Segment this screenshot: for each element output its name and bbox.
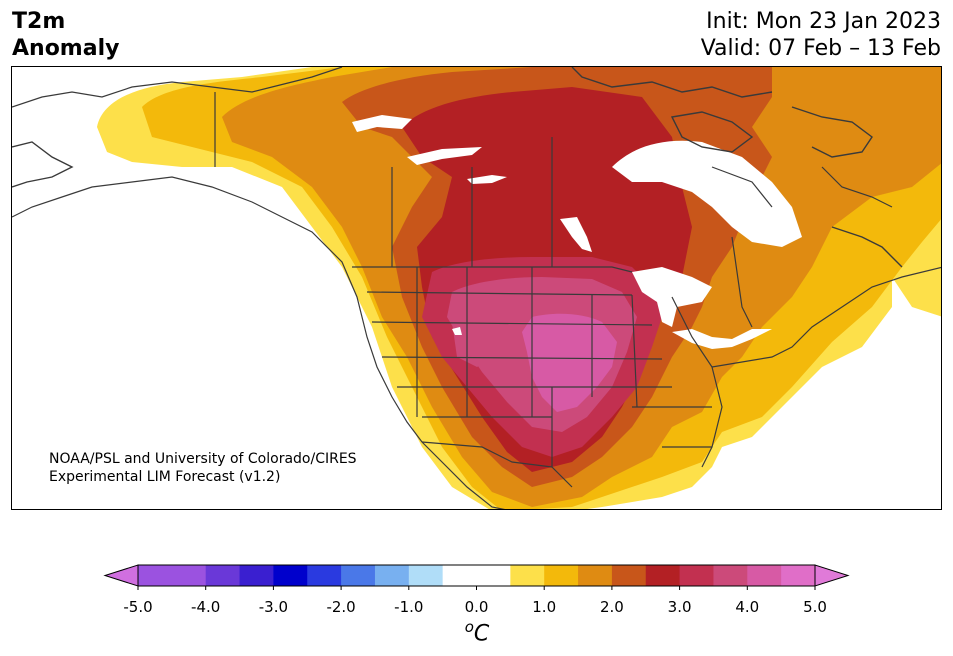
title-left: T2m Anomaly bbox=[12, 8, 119, 62]
hudson-bay bbox=[612, 140, 802, 247]
great-slave-lake bbox=[407, 147, 482, 165]
colorbar-tick-label: 0.0 bbox=[464, 598, 489, 616]
credit-line2: Experimental LIM Forecast (v1.2) bbox=[49, 469, 281, 485]
anomaly-map bbox=[12, 67, 941, 509]
colorbar-bin-5 bbox=[307, 565, 342, 586]
map-panel bbox=[11, 66, 942, 510]
colorbar-tick-label: -5.0 bbox=[123, 598, 153, 616]
colorbar-bin-2 bbox=[205, 565, 241, 586]
colorbar-bin-9 bbox=[442, 565, 511, 586]
colorbar-bin-13 bbox=[611, 565, 647, 586]
colorbar-bin-3 bbox=[239, 565, 274, 586]
colorbar-tick-label: -3.0 bbox=[258, 598, 289, 616]
contour-3-5-west bbox=[452, 317, 502, 367]
great-salt-lake bbox=[452, 327, 462, 335]
colorbar-tick-label: 2.0 bbox=[599, 598, 624, 616]
colorbar-bin-8 bbox=[408, 565, 444, 586]
colorbar-bin-12 bbox=[578, 565, 613, 586]
colorbar-svg bbox=[103, 564, 850, 590]
colorbar-bin-1 bbox=[171, 565, 207, 586]
colorbar-bin-7 bbox=[374, 565, 410, 586]
colorbar-bin-15 bbox=[679, 565, 714, 586]
coastline-islands bbox=[12, 67, 903, 268]
title-right: Init: Mon 23 Jan 2023 Valid: 07 Feb – 13… bbox=[701, 8, 941, 62]
colorbar-tick-label: -1.0 bbox=[394, 598, 424, 616]
great-bear-lake bbox=[352, 115, 412, 132]
lake-winnipeg bbox=[560, 217, 592, 252]
title-line2: Anomaly bbox=[12, 36, 120, 61]
colorbar-bin-16 bbox=[713, 565, 748, 586]
colorbar-bin-17 bbox=[747, 565, 782, 586]
unit-main: C bbox=[473, 621, 490, 647]
colorbar-tick-label: -4.0 bbox=[191, 598, 221, 616]
colorbar-bin-10 bbox=[510, 565, 545, 586]
colorbar-tick-label: -2.0 bbox=[326, 598, 356, 616]
colorbar-extend-under bbox=[103, 564, 139, 587]
colorbar-tick-label: 3.0 bbox=[667, 598, 692, 616]
colorbar-bin-11 bbox=[544, 565, 579, 586]
great-lakes bbox=[632, 267, 772, 349]
colorbar-bin-0 bbox=[138, 565, 173, 586]
valid-range: Valid: 07 Feb – 13 Feb bbox=[700, 36, 941, 61]
colorbar-tick-label: 5.0 bbox=[803, 598, 827, 616]
credit-line1: NOAA/PSL and University of Colorado/CIRE… bbox=[49, 451, 357, 467]
colorbar: -5.0 -4.0 -3.0 -2.0 -1.0 0.0 1.0 2.0 3.0 4.0 5.0 o… bbox=[0, 560, 953, 656]
athabasca-lake bbox=[467, 175, 507, 184]
colorbar-bin-18 bbox=[781, 565, 816, 586]
colorbar-unit: oC bbox=[465, 618, 490, 646]
political-borders bbox=[12, 67, 941, 509]
init-date: Init: Mon 23 Jan 2023 bbox=[706, 9, 941, 34]
credit-text: NOAA/PSL and University of Colorado/CIRE… bbox=[49, 450, 357, 486]
colorbar-bin-14 bbox=[645, 565, 681, 586]
colorbar-bin-4 bbox=[273, 565, 308, 586]
colorbar-tick-label: 4.0 bbox=[735, 598, 760, 616]
unit-superscript: o bbox=[464, 618, 474, 636]
colorbar-tick-label: 1.0 bbox=[532, 598, 557, 616]
colorbar-extend-over bbox=[814, 564, 850, 587]
colorbar-bin-6 bbox=[341, 565, 376, 586]
title-line1: T2m bbox=[12, 9, 66, 34]
